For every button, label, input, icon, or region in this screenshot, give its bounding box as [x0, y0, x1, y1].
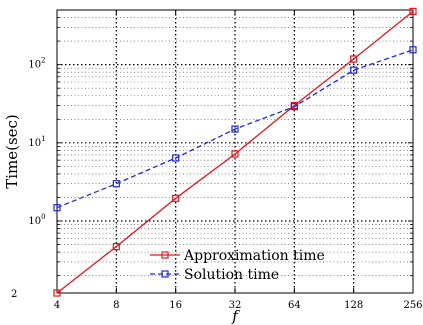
x-tick-label: 8 — [113, 300, 119, 311]
series-line — [56, 10, 414, 294]
data-point — [112, 180, 120, 188]
series-line — [56, 49, 414, 209]
data-point — [172, 194, 180, 202]
y-axis-label: Time(sec) — [3, 114, 21, 189]
data-point — [53, 204, 61, 212]
data-point — [290, 103, 298, 111]
data-point — [350, 66, 358, 74]
data-point — [172, 154, 180, 162]
legend-marker — [161, 270, 169, 278]
data-point — [231, 125, 239, 133]
legend-marker — [161, 251, 169, 259]
legend-label: Solution time — [184, 267, 279, 283]
series-group — [53, 7, 417, 297]
x-tick-label: 128 — [344, 300, 363, 311]
data-point — [409, 46, 417, 54]
x-axis-label: f — [231, 307, 240, 325]
legend-label: Approximation time — [183, 248, 325, 264]
data-point — [231, 150, 239, 158]
data-point — [112, 243, 120, 251]
y-edge-label: 2 — [11, 289, 17, 300]
x-tick-label: 64 — [288, 300, 301, 311]
data-point — [409, 7, 417, 15]
x-tick-label: 32 — [229, 300, 242, 311]
y-tick-label: 102 — [28, 57, 45, 71]
x-tick-label: 16 — [169, 300, 182, 311]
legend: Approximation time Solution time — [150, 248, 325, 283]
y-tick-label: 101 — [28, 135, 45, 149]
series-2 — [53, 46, 417, 212]
data-point — [350, 55, 358, 63]
y-tick-label: 100 — [28, 213, 45, 227]
series-1 — [53, 7, 417, 297]
axis-ticks: 4 8 16 32 64 128 256 100 101 102 — [28, 9, 423, 311]
x-tick-label: 4 — [54, 300, 60, 311]
data-point — [53, 289, 61, 297]
x-tick-label: 256 — [403, 300, 422, 311]
